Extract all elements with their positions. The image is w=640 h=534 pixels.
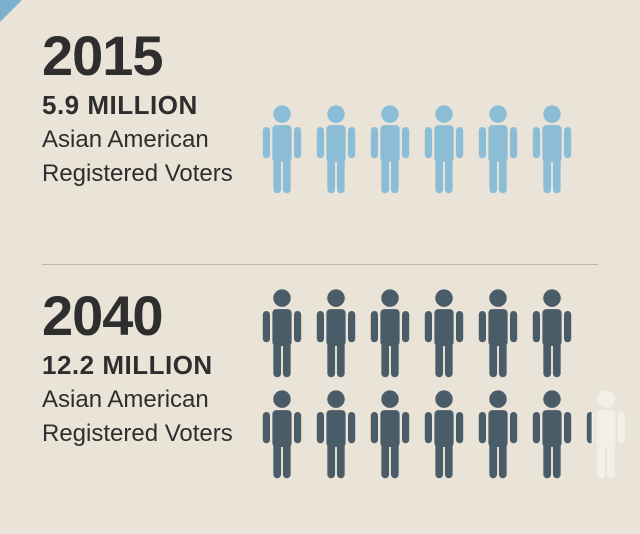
person-icon xyxy=(474,288,522,385)
person-icon xyxy=(528,389,576,486)
person-icon xyxy=(258,389,306,486)
person-icon xyxy=(258,288,306,385)
person-icon xyxy=(312,104,360,201)
section-divider xyxy=(42,264,598,265)
pictogram-row-2040 xyxy=(258,288,630,490)
pictogram-row-2015 xyxy=(258,104,576,205)
person-icon xyxy=(528,104,576,201)
person-icon xyxy=(420,104,468,201)
person-icon xyxy=(312,288,360,385)
corner-notch xyxy=(0,0,22,22)
person-icon xyxy=(366,389,414,486)
person-icon xyxy=(258,104,306,201)
person-icon xyxy=(366,104,414,201)
person-icon xyxy=(312,389,360,486)
person-icon xyxy=(474,389,522,486)
year-label: 2015 xyxy=(42,28,602,84)
person-icon xyxy=(474,104,522,201)
person-icon xyxy=(528,288,576,385)
person-icon xyxy=(420,288,468,385)
person-icon xyxy=(420,389,468,486)
person-icon xyxy=(582,389,630,486)
person-icon xyxy=(366,288,414,385)
